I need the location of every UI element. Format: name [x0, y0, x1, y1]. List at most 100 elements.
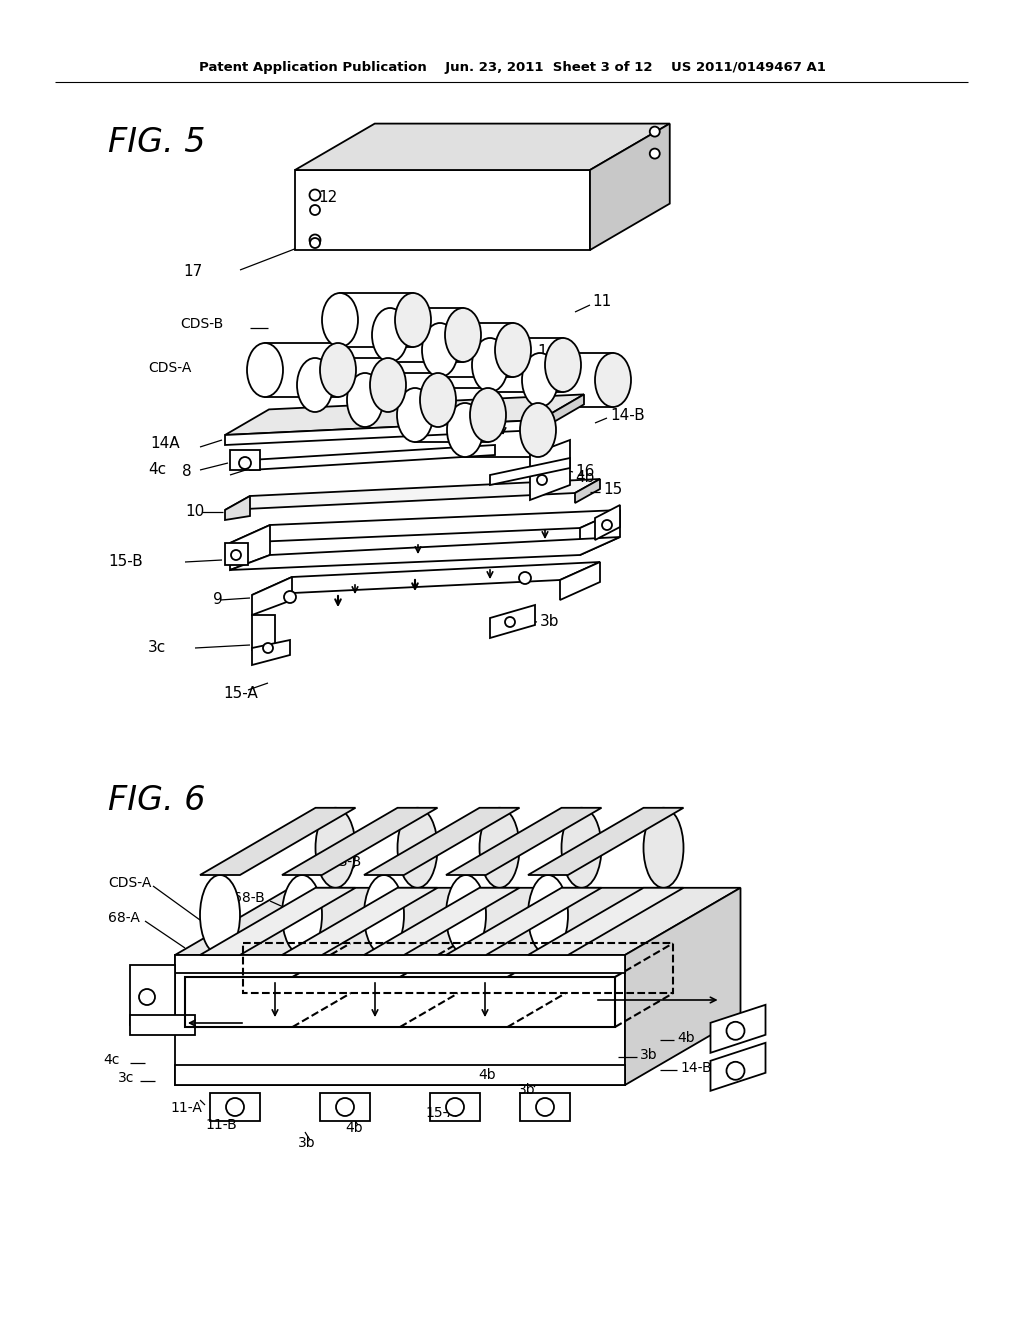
Circle shape [726, 1061, 744, 1080]
Polygon shape [250, 445, 495, 470]
Polygon shape [295, 170, 590, 249]
Ellipse shape [247, 343, 283, 397]
Text: 3c: 3c [118, 1071, 134, 1085]
Circle shape [231, 550, 241, 560]
Text: 68-A: 68-A [108, 911, 140, 925]
Polygon shape [225, 543, 248, 565]
Text: 14-B: 14-B [680, 1061, 712, 1074]
Ellipse shape [370, 358, 406, 412]
Text: 14A: 14A [150, 436, 179, 450]
Text: 15-A: 15-A [223, 685, 258, 701]
Text: 15-A: 15-A [425, 1106, 457, 1119]
Text: 14: 14 [537, 345, 556, 359]
Text: Patent Application Publication    Jun. 23, 2011  Sheet 3 of 12    US 2011/014946: Patent Application Publication Jun. 23, … [199, 62, 825, 74]
Circle shape [505, 616, 515, 627]
Circle shape [536, 1098, 554, 1115]
Polygon shape [528, 888, 683, 954]
Polygon shape [282, 808, 437, 875]
Text: 4b: 4b [478, 1068, 496, 1082]
Polygon shape [365, 374, 438, 426]
Polygon shape [560, 562, 600, 601]
Ellipse shape [395, 293, 431, 347]
Circle shape [537, 475, 547, 484]
Text: 3b: 3b [298, 1137, 315, 1150]
Polygon shape [230, 537, 620, 570]
Text: 14-B: 14-B [610, 408, 645, 422]
Polygon shape [465, 403, 538, 457]
Ellipse shape [495, 323, 531, 378]
Ellipse shape [545, 338, 581, 392]
Polygon shape [175, 888, 740, 954]
Text: CDS-A: CDS-A [108, 876, 152, 890]
Text: 15: 15 [603, 483, 623, 498]
Circle shape [139, 989, 155, 1005]
Polygon shape [265, 343, 338, 397]
Text: CDS-B: CDS-B [318, 855, 361, 869]
Polygon shape [252, 615, 275, 649]
Polygon shape [595, 506, 620, 540]
Ellipse shape [643, 808, 683, 888]
Text: CDS-A: CDS-A [148, 360, 191, 375]
Text: 10: 10 [185, 504, 204, 520]
Polygon shape [230, 510, 620, 543]
Ellipse shape [522, 352, 558, 407]
Polygon shape [225, 420, 540, 445]
Polygon shape [530, 440, 570, 500]
Polygon shape [225, 496, 250, 520]
Text: 11-B: 11-B [205, 1118, 237, 1133]
Text: 4b: 4b [575, 470, 594, 486]
Text: FIG. 6: FIG. 6 [108, 784, 206, 817]
Polygon shape [200, 808, 355, 875]
Circle shape [263, 643, 273, 653]
Ellipse shape [322, 293, 358, 347]
Text: CDS-B: CDS-B [180, 317, 223, 331]
Text: 9: 9 [213, 593, 223, 607]
Ellipse shape [372, 308, 408, 362]
Polygon shape [230, 450, 260, 470]
Ellipse shape [364, 875, 404, 954]
Text: 17: 17 [183, 264, 203, 280]
Circle shape [309, 190, 321, 201]
Polygon shape [200, 888, 355, 954]
Polygon shape [364, 888, 519, 954]
Circle shape [284, 591, 296, 603]
Polygon shape [210, 1093, 260, 1121]
Circle shape [726, 1022, 744, 1040]
Polygon shape [252, 640, 290, 665]
Polygon shape [520, 1093, 570, 1121]
Text: 3c: 3c [148, 640, 166, 656]
Polygon shape [390, 308, 463, 362]
Polygon shape [130, 1015, 195, 1035]
Polygon shape [295, 124, 670, 170]
Text: 3b: 3b [518, 1082, 536, 1097]
Ellipse shape [422, 323, 458, 378]
Polygon shape [590, 124, 670, 249]
Circle shape [602, 520, 612, 531]
Polygon shape [528, 808, 683, 875]
Text: 11: 11 [592, 294, 611, 309]
Ellipse shape [420, 374, 456, 426]
Polygon shape [490, 458, 570, 484]
Polygon shape [225, 395, 584, 436]
Circle shape [519, 572, 531, 583]
Polygon shape [130, 965, 175, 1026]
Ellipse shape [397, 808, 437, 888]
Text: 15-B: 15-B [108, 554, 142, 569]
Polygon shape [415, 388, 488, 442]
Circle shape [650, 127, 659, 136]
Text: 4b: 4b [345, 1121, 362, 1135]
Ellipse shape [347, 374, 383, 426]
Ellipse shape [446, 875, 486, 954]
Ellipse shape [528, 875, 568, 954]
Polygon shape [711, 1043, 766, 1090]
Circle shape [310, 205, 319, 215]
Polygon shape [364, 808, 519, 875]
Text: 8: 8 [182, 465, 191, 479]
Ellipse shape [520, 403, 556, 457]
Ellipse shape [319, 343, 356, 397]
Ellipse shape [397, 388, 433, 442]
Polygon shape [446, 888, 601, 954]
Ellipse shape [445, 308, 481, 362]
Circle shape [226, 1098, 244, 1115]
Polygon shape [540, 395, 584, 430]
